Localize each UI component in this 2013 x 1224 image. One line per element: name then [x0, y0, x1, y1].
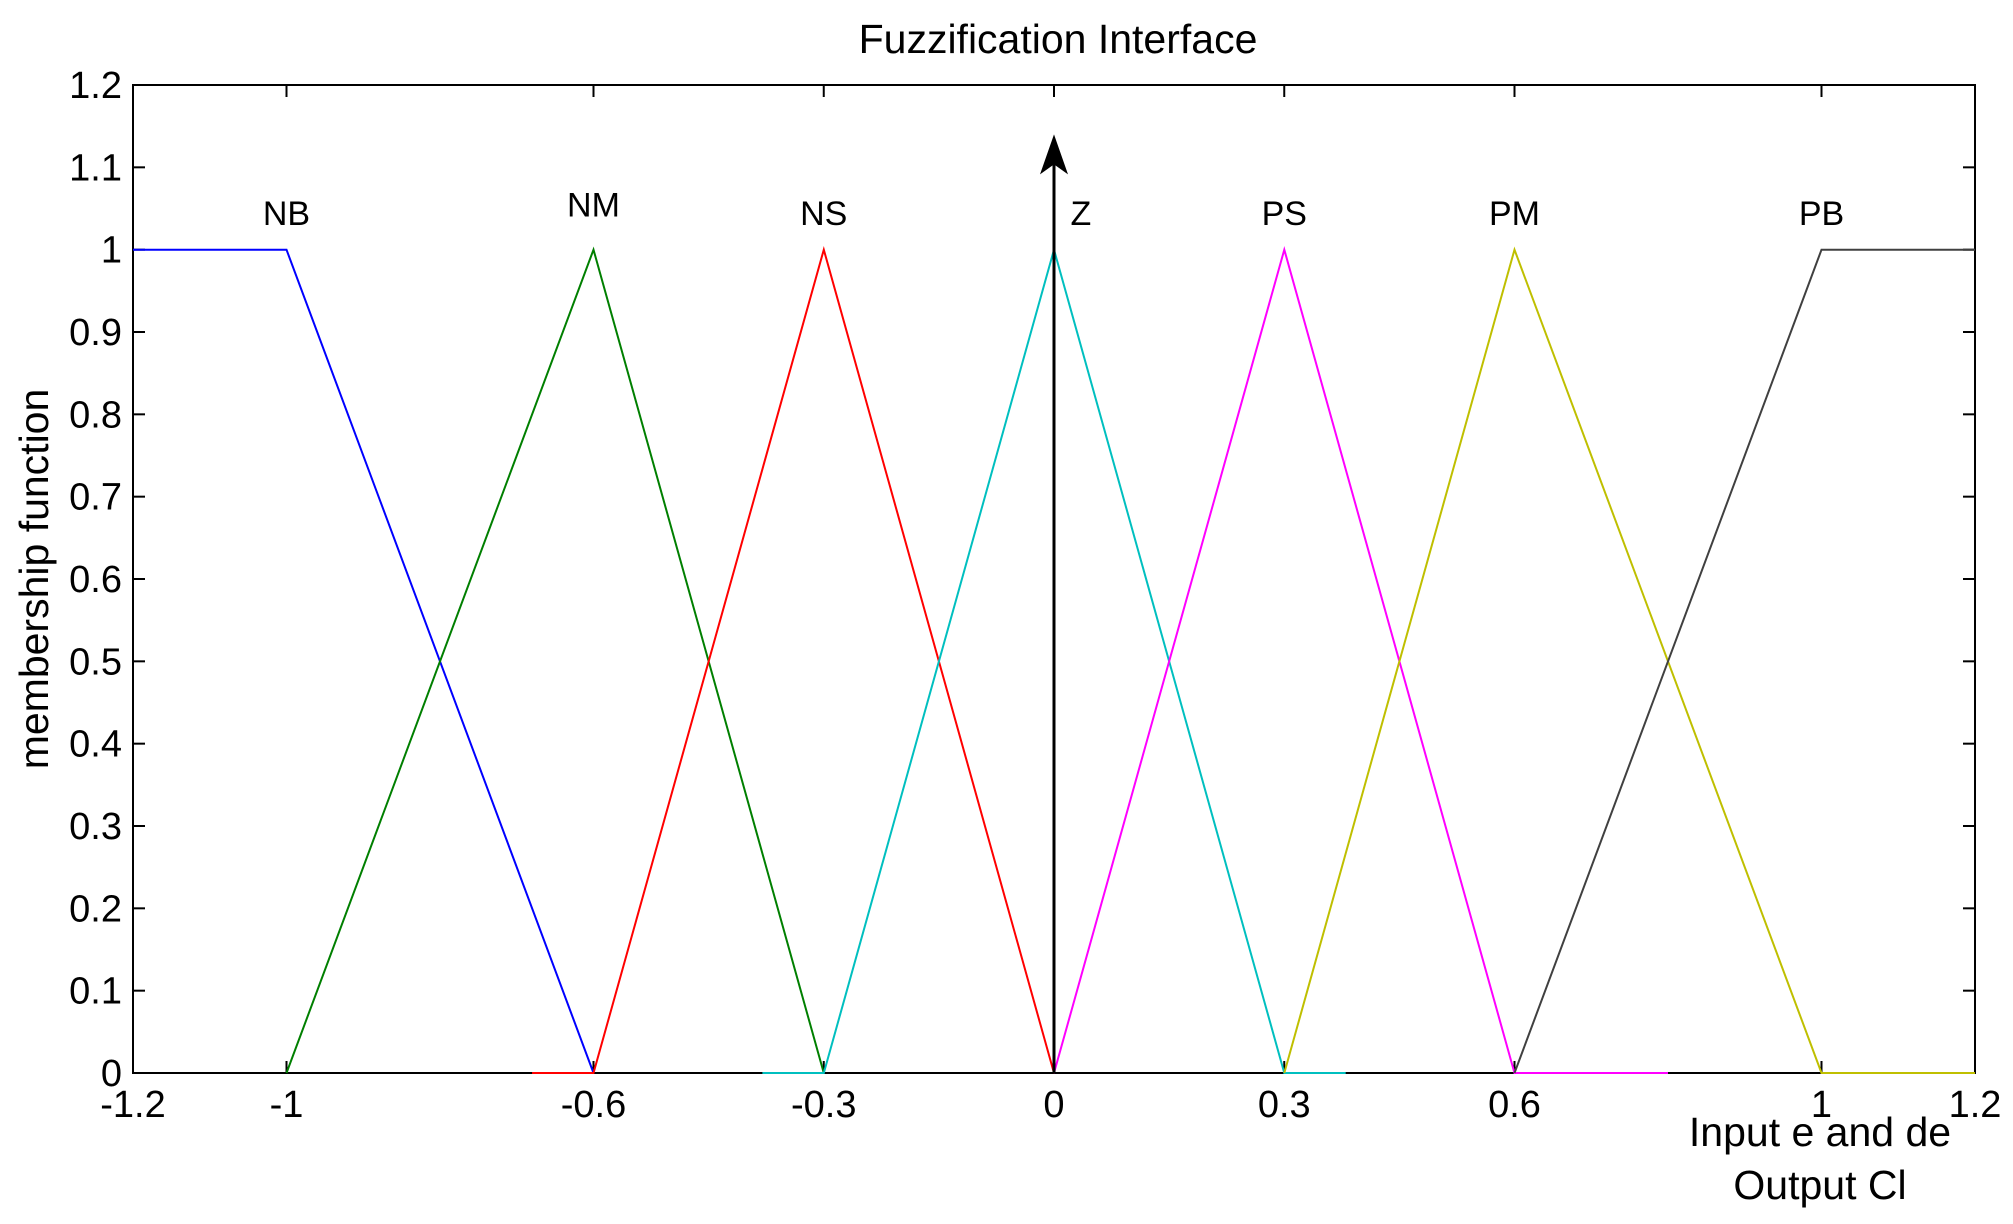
- x-tick-label: -1.2: [100, 1084, 165, 1126]
- series-label-pb: PB: [1799, 195, 1844, 233]
- series-label-nb: NB: [263, 195, 310, 233]
- y-tick-label: 0.7: [69, 477, 122, 519]
- x-axis-label-line-2: Output Cl: [1733, 1162, 1906, 1208]
- series-label-z: Z: [1070, 195, 1091, 233]
- y-tick-label: 1: [101, 230, 122, 272]
- series-line-nb: [133, 248, 595, 1074]
- x-tick-label: 0: [1043, 1084, 1064, 1126]
- x-tick-label: -0.6: [561, 1084, 626, 1126]
- y-tick-label: 1.2: [69, 65, 122, 107]
- y-tick-label: 0.5: [69, 641, 122, 683]
- series-line-ps: [1053, 245, 1668, 1074]
- series-line-ns: [532, 245, 1055, 1074]
- x-tick-label: 0.3: [1258, 1084, 1311, 1126]
- y-tick-label: 0.6: [69, 559, 122, 601]
- y-tick-label: 0.1: [69, 971, 122, 1013]
- y-tick-label: 0.4: [69, 724, 122, 766]
- chart-title: Fuzzification Interface: [859, 16, 1258, 62]
- series-label-ps: PS: [1262, 195, 1307, 233]
- series-label-nm: NM: [567, 187, 620, 225]
- x-tick-label: 1: [1811, 1084, 1832, 1126]
- series-line-pm: [1283, 246, 1975, 1074]
- series-line-pb: [1513, 248, 1975, 1074]
- y-axis-label: membership function: [11, 389, 57, 770]
- x-tick-label: 1.2: [1949, 1084, 2002, 1126]
- y-tick-label: 0.2: [69, 888, 122, 930]
- arrow-head: [1040, 134, 1068, 175]
- y-tick-label: 1.1: [69, 147, 122, 189]
- series-label-pm: PM: [1489, 195, 1540, 233]
- x-axis-label-line-1: Input e and de: [1689, 1109, 1951, 1155]
- y-tick-label: 0: [101, 1053, 122, 1095]
- y-tick-label: 0.9: [69, 312, 122, 354]
- x-tick-label: -1: [270, 1084, 304, 1126]
- series-line-nm: [285, 246, 825, 1074]
- y-tick-label: 0.8: [69, 394, 122, 436]
- series-label-ns: NS: [800, 195, 847, 233]
- annotations: [1040, 134, 1068, 1073]
- x-tick-label: -0.3: [791, 1084, 856, 1126]
- membership-labels: NB NM NS Z PS PM PB: [263, 187, 1844, 233]
- axis-ticks: -1.2 -1 -0.6 -0.3 0 0.3 0.6 1 1.2 0 0.1 0.2 0.3 0.4 0.…: [69, 65, 2001, 1126]
- x-tick-label: 0.6: [1488, 1084, 1541, 1126]
- y-tick-label: 0.3: [69, 806, 122, 848]
